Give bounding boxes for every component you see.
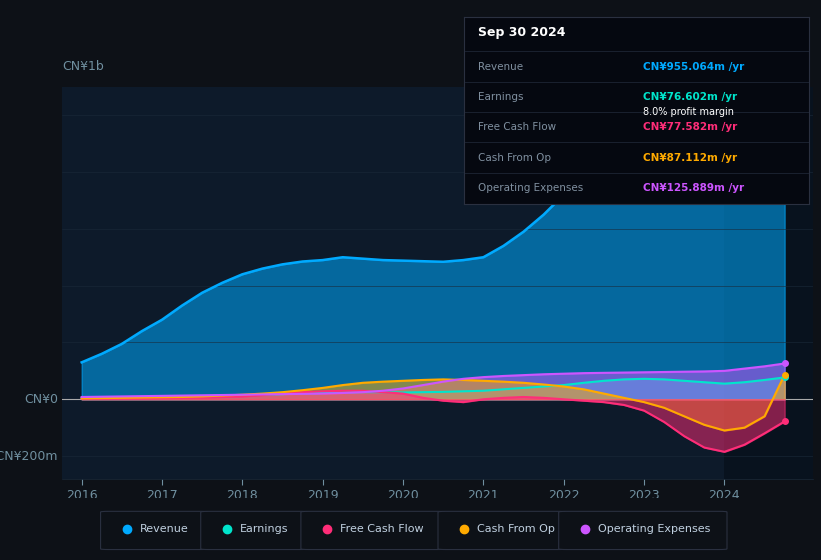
FancyBboxPatch shape bbox=[300, 511, 444, 549]
Text: Free Cash Flow: Free Cash Flow bbox=[478, 123, 556, 133]
Text: Revenue: Revenue bbox=[478, 62, 523, 72]
Text: Cash From Op: Cash From Op bbox=[478, 153, 551, 164]
Text: CN¥0: CN¥0 bbox=[24, 393, 57, 406]
FancyBboxPatch shape bbox=[558, 511, 727, 549]
Text: Free Cash Flow: Free Cash Flow bbox=[340, 524, 424, 534]
Text: CN¥125.889m /yr: CN¥125.889m /yr bbox=[643, 184, 745, 193]
Text: -CN¥200m: -CN¥200m bbox=[0, 450, 57, 463]
Text: Operating Expenses: Operating Expenses bbox=[478, 184, 583, 193]
Text: Revenue: Revenue bbox=[140, 524, 189, 534]
Text: CN¥77.582m /yr: CN¥77.582m /yr bbox=[643, 123, 737, 133]
Text: Operating Expenses: Operating Expenses bbox=[598, 524, 710, 534]
Text: Earnings: Earnings bbox=[240, 524, 289, 534]
FancyBboxPatch shape bbox=[200, 511, 307, 549]
Text: CN¥87.112m /yr: CN¥87.112m /yr bbox=[643, 153, 737, 164]
Bar bbox=[724, 87, 813, 479]
Text: CN¥1b: CN¥1b bbox=[62, 60, 104, 73]
FancyBboxPatch shape bbox=[100, 511, 207, 549]
Text: CN¥76.602m /yr: CN¥76.602m /yr bbox=[643, 92, 737, 102]
Text: CN¥955.064m /yr: CN¥955.064m /yr bbox=[643, 62, 745, 72]
Text: Earnings: Earnings bbox=[478, 92, 523, 102]
FancyBboxPatch shape bbox=[438, 511, 565, 549]
Text: Cash From Op: Cash From Op bbox=[478, 524, 555, 534]
Text: Sep 30 2024: Sep 30 2024 bbox=[478, 26, 565, 39]
Text: 8.0% profit margin: 8.0% profit margin bbox=[643, 108, 734, 118]
